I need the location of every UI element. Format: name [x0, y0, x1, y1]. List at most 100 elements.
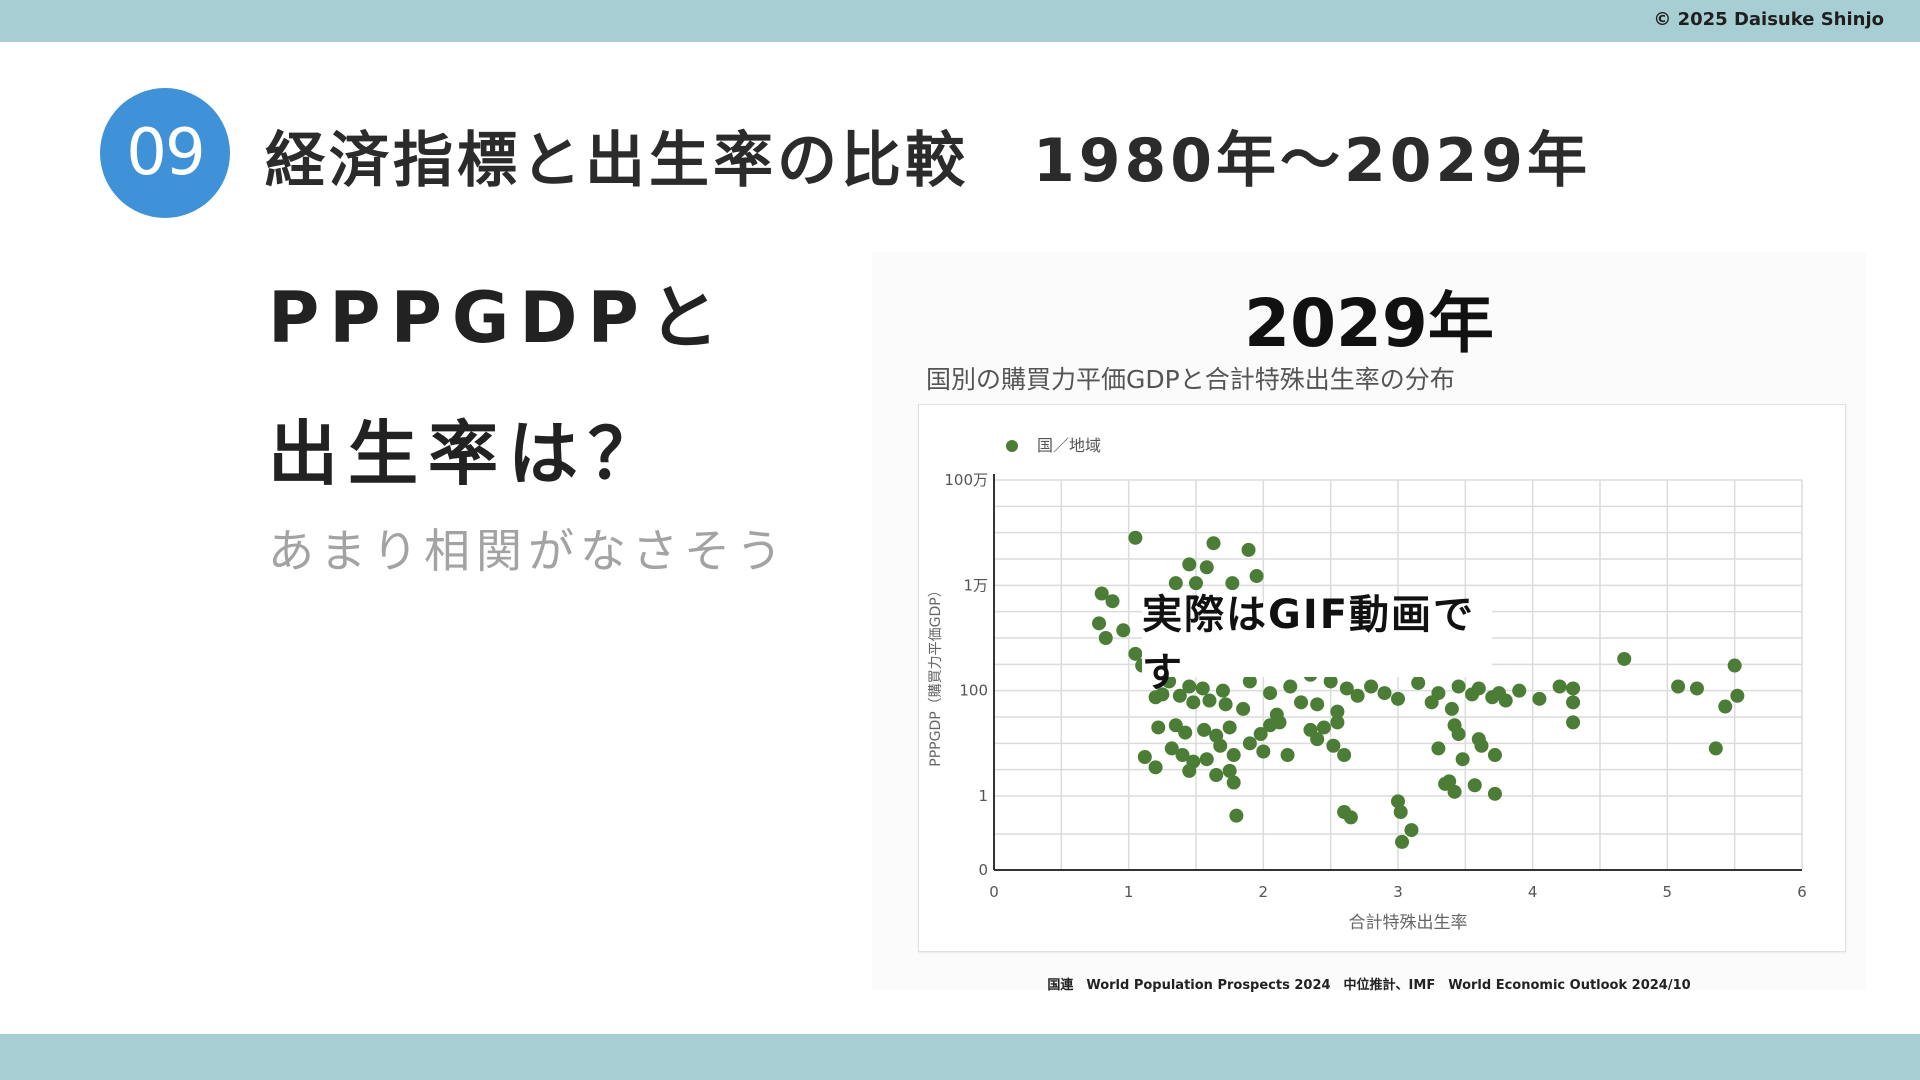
data-point	[1256, 744, 1271, 759]
data-point	[1316, 720, 1331, 735]
heading-line-1: PPPGDPと	[268, 277, 729, 359]
data-point	[1280, 748, 1295, 763]
data-point	[1444, 701, 1459, 716]
data-point	[1451, 727, 1466, 742]
top-bar: © 2025 Daisuke Shinjo	[0, 0, 1920, 42]
data-point	[1350, 688, 1365, 703]
data-point	[1148, 760, 1163, 775]
data-point	[1098, 631, 1113, 645]
plot-area	[918, 404, 1846, 952]
data-point	[1202, 693, 1217, 708]
data-point	[1199, 752, 1214, 767]
x-tick-label: 0	[989, 883, 999, 901]
data-point	[1393, 805, 1408, 820]
data-point	[1487, 786, 1502, 801]
data-point	[1283, 679, 1298, 694]
data-point	[1164, 741, 1179, 756]
data-point	[1404, 823, 1419, 838]
data-point	[1092, 616, 1107, 631]
data-point	[1617, 651, 1632, 666]
data-point	[1215, 683, 1230, 698]
data-point	[1116, 623, 1131, 638]
data-point	[1241, 542, 1256, 557]
data-point	[1451, 679, 1466, 694]
legend-label: 国／地域	[1037, 436, 1101, 455]
data-point	[1195, 681, 1210, 696]
x-tick-label: 5	[1663, 883, 1673, 901]
data-point	[1094, 586, 1109, 601]
y-tick-label: 100	[959, 682, 988, 700]
data-point	[1226, 775, 1241, 790]
data-point	[1105, 594, 1120, 609]
x-axis-label: 合計特殊出生率	[1349, 913, 1468, 933]
data-point	[1465, 687, 1480, 702]
y-tick-label: 0	[978, 861, 988, 879]
heading-line-2: 出生率は？	[268, 413, 668, 495]
data-point	[1323, 674, 1338, 689]
x-tick-label: 1	[1124, 883, 1134, 901]
subheading-text: あまり相関がなさそう	[268, 524, 788, 578]
x-tick-label: 2	[1259, 883, 1269, 901]
y-tick-label: 100万	[944, 471, 988, 489]
data-point	[1310, 697, 1325, 712]
data-point	[1168, 576, 1183, 591]
data-point	[1128, 530, 1143, 545]
chart-year-label: 2029年	[1244, 285, 1494, 362]
data-point	[1474, 738, 1489, 753]
data-point	[1128, 646, 1143, 661]
data-point	[1377, 686, 1392, 701]
data-point	[1391, 794, 1405, 809]
data-point	[1168, 718, 1183, 733]
data-point	[1197, 722, 1212, 737]
gif-notice-label: 実際はGIF動画です	[1142, 592, 1492, 696]
data-point	[1253, 727, 1268, 742]
data-point	[1364, 679, 1379, 694]
legend-marker	[1006, 440, 1018, 452]
data-point	[1330, 715, 1345, 730]
data-point	[1182, 679, 1197, 694]
data-point	[1218, 697, 1233, 712]
data-point	[1447, 784, 1462, 799]
data-point	[1178, 725, 1193, 740]
data-point	[1485, 690, 1500, 705]
data-point	[1339, 681, 1354, 696]
data-point	[1242, 674, 1257, 689]
data-point	[1226, 748, 1241, 763]
data-point	[1442, 774, 1457, 789]
data-point	[1189, 576, 1203, 591]
data-point	[1294, 695, 1309, 710]
data-point	[1552, 679, 1567, 694]
data-point	[1727, 658, 1742, 673]
data-point	[1718, 699, 1733, 714]
data-point	[1566, 715, 1581, 730]
data-point	[1199, 560, 1214, 575]
data-point	[1708, 741, 1723, 756]
data-point	[1242, 736, 1257, 751]
copyright-text: © 2025 Daisuke Shinjo	[1653, 9, 1884, 30]
data-point	[1182, 557, 1197, 572]
data-point	[1395, 834, 1410, 849]
data-point	[1467, 778, 1482, 793]
data-point	[1310, 732, 1325, 747]
data-point	[1229, 808, 1244, 823]
section-number-badge: 09	[100, 88, 230, 218]
data-point	[1209, 768, 1224, 783]
data-point	[1671, 679, 1686, 694]
x-tick-label: 4	[1528, 883, 1538, 901]
x-tick-label: 6	[1797, 883, 1807, 901]
data-point	[1455, 752, 1470, 767]
data-point	[1236, 701, 1251, 716]
data-point	[1391, 691, 1405, 706]
data-point	[1566, 695, 1581, 710]
data-point	[1263, 686, 1278, 701]
data-point	[1566, 681, 1581, 696]
data-point	[1225, 576, 1240, 591]
chart-panel: 2029年 国別の購買力平価GDPと合計特殊出生率の分布 0 1 2 3 4 5 6 0 1 10…	[872, 252, 1866, 993]
data-point	[1175, 748, 1190, 763]
data-point	[1213, 738, 1228, 753]
data-point	[1431, 741, 1446, 756]
data-point	[1162, 674, 1177, 689]
y-axis-label: PPPGDP（購買力平価GDP）	[928, 583, 944, 766]
x-tick-label: 3	[1393, 883, 1403, 901]
